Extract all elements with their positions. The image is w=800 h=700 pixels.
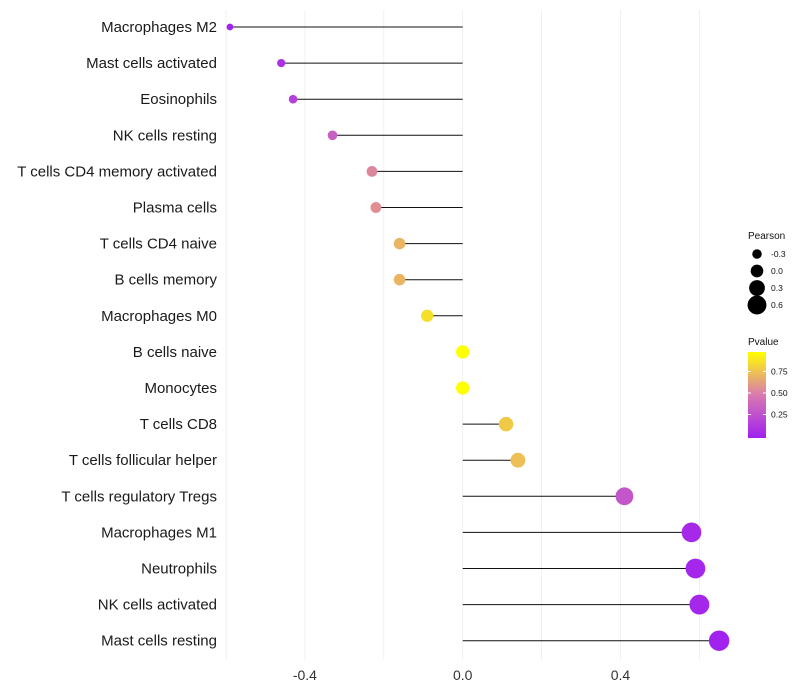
category-label: Macrophages M1 xyxy=(101,524,217,541)
lollipop-point xyxy=(498,416,514,432)
category-label: B cells naive xyxy=(133,344,217,361)
legend-size-dot xyxy=(750,264,764,278)
category-label: Neutrophils xyxy=(141,561,217,578)
lollipop-point xyxy=(226,23,234,31)
category-labels: Macrophages M2 Mast cells activated Eosino… xyxy=(17,19,217,650)
lollipop-stems xyxy=(229,26,720,642)
lollipop-point xyxy=(681,522,702,543)
lollipop-point xyxy=(393,237,406,250)
grid-lines xyxy=(225,10,700,660)
category-label: Mast cells activated xyxy=(86,55,217,72)
lollipop-point xyxy=(393,273,406,286)
lollipop-point xyxy=(510,452,526,468)
category-label: Macrophages M2 xyxy=(101,19,217,36)
legend-color-label: 0.75 xyxy=(771,367,788,377)
legend-size-label: 0.6 xyxy=(771,300,783,310)
category-label: Plasma cells xyxy=(133,200,217,217)
lollipop-point xyxy=(689,594,710,615)
lollipop-point xyxy=(685,558,706,579)
legend-color-title: Pvalue xyxy=(748,337,779,348)
category-label: NK cells activated xyxy=(98,597,217,614)
lollipop-point xyxy=(456,345,470,359)
x-axis-ticks: -0.4 0.0 0.4 xyxy=(293,667,631,683)
legend-color-label: 0.50 xyxy=(771,388,788,398)
legend-size-entries: -0.3 0.0 0.3 0.6 xyxy=(747,249,786,315)
lollipop-point xyxy=(708,630,730,651)
x-tick-label: -0.4 xyxy=(293,667,317,683)
lollipop-point xyxy=(370,202,382,213)
lollipop-point xyxy=(456,381,470,395)
category-label: T cells regulatory Tregs xyxy=(61,488,217,505)
category-label: B cells memory xyxy=(114,272,217,289)
category-label: Macrophages M0 xyxy=(101,308,217,325)
legend-size-title: Pearson xyxy=(748,231,785,242)
x-tick-label: 0.0 xyxy=(453,667,473,683)
lollipop-point xyxy=(366,166,378,177)
category-label: Monocytes xyxy=(144,380,217,397)
legend-size-label: 0.3 xyxy=(771,283,783,293)
category-label: T cells CD4 memory activated xyxy=(17,163,217,180)
legend-color-bar xyxy=(748,352,766,438)
lollipop-point xyxy=(277,58,286,68)
category-label: T cells follicular helper xyxy=(69,452,217,469)
legend-size-dot xyxy=(752,249,762,259)
x-tick-label: 0.4 xyxy=(611,667,631,683)
lollipop-point xyxy=(288,94,298,104)
legend-size-label: 0.0 xyxy=(771,266,783,276)
category-label: NK cells resting xyxy=(113,127,217,144)
lollipop-point xyxy=(615,487,634,506)
lollipop-points xyxy=(226,23,730,651)
legend-size-dot xyxy=(749,280,765,296)
legend: Pearson -0.3 0.0 0.3 0.6 Pvalue 0.75 0.50 0.2… xyxy=(747,231,788,438)
legend-color-entries: 0.75 0.50 0.25 xyxy=(748,367,788,420)
legend-color-label: 0.25 xyxy=(771,410,788,420)
category-label: Mast cells resting xyxy=(101,633,217,650)
legend-size-label: -0.3 xyxy=(771,249,786,259)
category-label: T cells CD4 naive xyxy=(100,236,217,253)
category-label: Eosinophils xyxy=(140,91,217,108)
category-label: T cells CD8 xyxy=(140,416,217,433)
legend-size-dot xyxy=(747,295,767,315)
lollipop-point xyxy=(327,130,338,141)
lollipop-point xyxy=(421,309,434,322)
